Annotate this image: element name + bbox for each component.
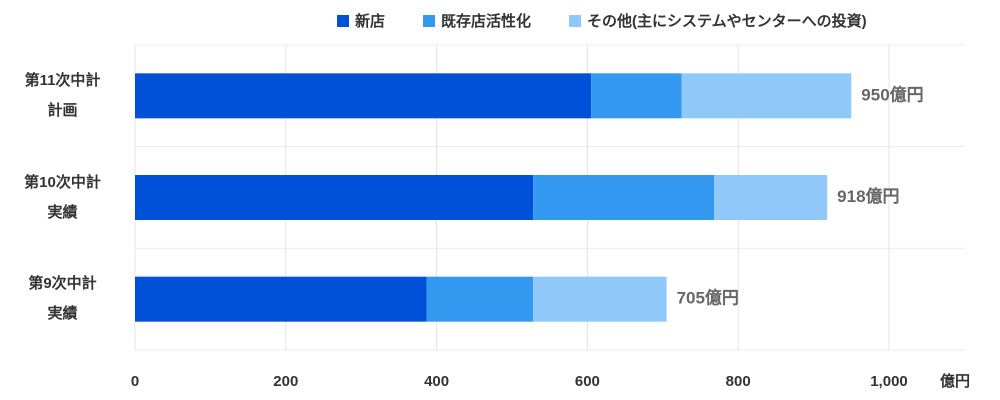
bar-segment xyxy=(714,175,828,220)
legend-label: その他(主にシステムやセンターへの投資) xyxy=(587,12,867,30)
total-label: 950億円 xyxy=(861,84,923,104)
legend-swatch xyxy=(337,15,349,27)
x-tick-label: 0 xyxy=(131,373,139,390)
x-tick-label: 600 xyxy=(575,373,600,390)
legend-label: 新店 xyxy=(355,12,385,30)
x-tick-label: 200 xyxy=(273,373,298,390)
x-tick-label: 800 xyxy=(726,373,751,390)
y-tick-label: 第11次中計 計画 xyxy=(24,71,101,119)
legend-swatch xyxy=(569,15,582,27)
y-tick-label: 第10次中計 実績 xyxy=(24,173,101,221)
y-tick-label: 第9次中計 実績 xyxy=(28,275,97,323)
bar-segment xyxy=(533,276,667,322)
bar-segment xyxy=(426,276,534,322)
total-label: 918億円 xyxy=(837,186,899,206)
x-axis-label: 億円 xyxy=(940,372,970,390)
total-label: 705億円 xyxy=(677,288,739,308)
bar-segment xyxy=(533,175,715,220)
bar-segment xyxy=(135,73,592,119)
bar-segment xyxy=(681,73,852,119)
legend-swatch xyxy=(423,15,436,27)
x-tick-label: 400 xyxy=(424,373,449,390)
x-tick-label: 1,000 xyxy=(870,373,908,390)
bar-segment xyxy=(591,73,682,119)
bar-segment xyxy=(135,175,534,220)
bar-segment xyxy=(135,276,427,322)
legend-label: 既存店活性化 xyxy=(441,12,531,30)
